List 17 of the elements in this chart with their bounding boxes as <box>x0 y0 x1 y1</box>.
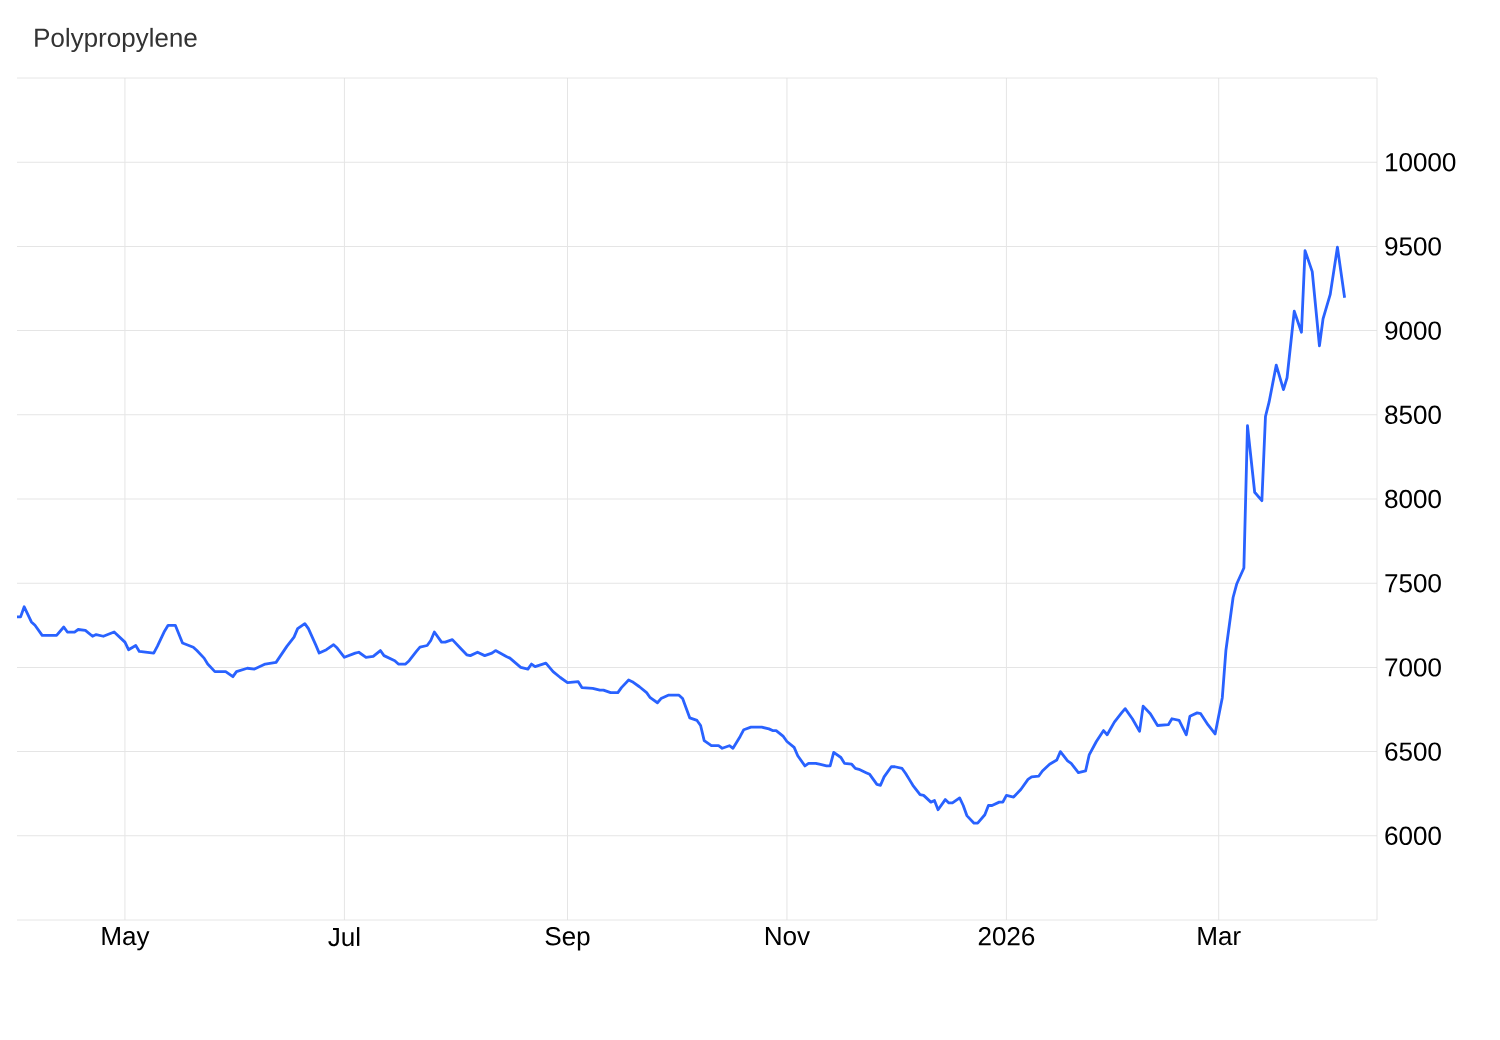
x-tick-label: 2026 <box>978 927 1035 946</box>
y-tick-label: 9500 <box>1385 237 1441 256</box>
x-tick-label: Jul <box>328 927 360 947</box>
y-tick-label: 9000 <box>1385 321 1441 340</box>
line-series <box>15 245 1347 825</box>
y-tick-label: 6500 <box>1385 742 1441 761</box>
x-tick-label: May <box>102 927 150 951</box>
y-tick-label: 6000 <box>1385 826 1441 845</box>
chart-title: Polypropylene <box>35 27 197 53</box>
y-tick-label: 10000 <box>1386 152 1456 172</box>
y-tick-label: 8500 <box>1385 405 1441 424</box>
y-tick-label: 7500 <box>1385 573 1441 593</box>
x-tick-label: Mar <box>1198 927 1241 946</box>
x-tick-label: Sep <box>545 927 590 951</box>
y-tick-label: 8000 <box>1385 489 1441 509</box>
x-tick-label: Nov <box>765 927 810 946</box>
y-tick-label: 7000 <box>1385 658 1441 677</box>
